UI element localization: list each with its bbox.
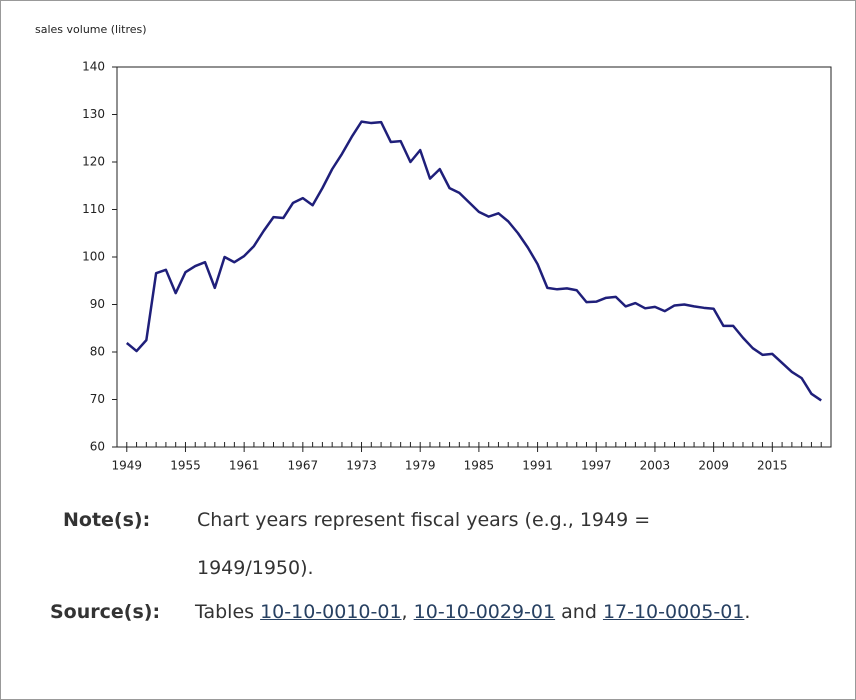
note-text: Chart years represent fiscal years (e.g.… [197,496,757,592]
separator: , [401,601,408,623]
source-word: and [561,601,597,623]
y-tick-label: 110 [82,202,105,216]
y-tick-label: 140 [82,60,105,74]
x-tick-label: 1979 [405,459,436,473]
end: . [744,601,751,623]
note-label: Note(s): [63,496,183,544]
x-tick-label: 1973 [346,459,377,473]
x-tick-label: 2003 [640,459,671,473]
y-axis-label: sales volume (litres) [35,23,147,36]
note-label-text: Note(s): [63,509,151,531]
x-tick-label: 1985 [464,459,495,473]
source-text: Tables 10-10-0010-01, 10-10-0029-01 and … [195,588,795,636]
data-line [125,120,822,402]
x-tick-label: 1997 [581,459,612,473]
source-word: Tables [195,601,255,623]
x-tick-label: 1961 [229,459,260,473]
y-tick-label: 60 [90,440,105,454]
y-tick-label: 90 [90,297,105,311]
y-tick-label: 100 [82,250,105,264]
x-tick-label: 2015 [757,459,788,473]
y-tick-label: 130 [82,107,105,121]
x-tick-label: 2009 [698,459,729,473]
y-tick-label: 70 [90,392,105,406]
y-tick-label: 80 [90,345,105,359]
note-body: Chart years represent fiscal years (e.g.… [197,509,651,579]
x-tick-label: 1967 [288,459,319,473]
x-tick-label: 1949 [112,459,143,473]
table-link[interactable]: 10-10-0010-01 [260,601,402,623]
x-tick-label: 1955 [170,459,201,473]
table-link[interactable]: 10-10-0029-01 [413,601,556,623]
chart: sales volume (litres) 60 70 80 90 100 110 120 1… [35,23,832,473]
x-tick-label: 1991 [522,459,553,473]
table-link[interactable]: 17-10-0005-01 [602,601,745,623]
source-label-text: Source(s): [50,601,161,623]
y-tick-label: 120 [82,155,105,169]
source-label: Source(s): [50,588,200,636]
